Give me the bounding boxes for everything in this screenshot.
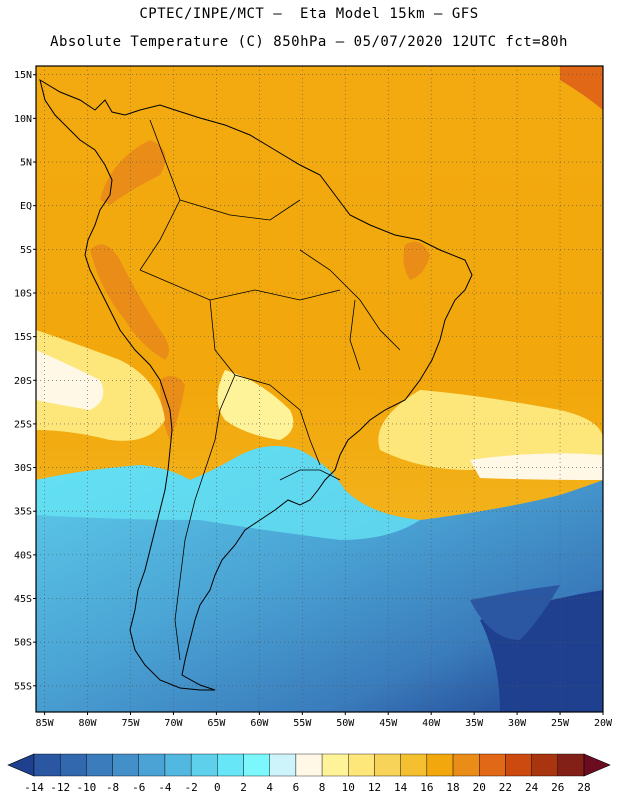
chart-title-line2: Absolute Temperature (C) 850hPa – 05/07/… bbox=[50, 34, 568, 50]
lon-tick-label: 55W bbox=[293, 718, 312, 729]
colorbar-label: 20 bbox=[473, 781, 486, 794]
lon-tick-label: 20W bbox=[594, 718, 613, 729]
colorbar-swatch bbox=[138, 753, 166, 777]
colorbar-label: 8 bbox=[319, 781, 326, 794]
colorbar-swatch bbox=[217, 753, 244, 777]
colorbar-swatch bbox=[348, 753, 375, 777]
lon-tick-label: 80W bbox=[79, 718, 98, 729]
colorbar-label: 24 bbox=[525, 781, 539, 794]
colorbar-swatch bbox=[59, 753, 87, 777]
pale-atlantic bbox=[470, 453, 603, 480]
colorbar-swatch bbox=[452, 753, 480, 777]
lat-tick-label: 30S bbox=[14, 463, 32, 474]
lat-tick-label: 15S bbox=[14, 332, 32, 343]
colorbar-swatch bbox=[374, 753, 401, 777]
lat-tick-label: 15N bbox=[14, 70, 32, 81]
colorbar-swatch bbox=[243, 753, 270, 777]
colorbar-swatch bbox=[164, 753, 192, 777]
colorbar-label: 10 bbox=[342, 781, 355, 794]
colorbar-label: -14 bbox=[24, 781, 44, 794]
colorbar-label: 28 bbox=[577, 781, 590, 794]
colorbar-label: 26 bbox=[551, 781, 564, 794]
colorbar-label: -12 bbox=[50, 781, 70, 794]
colorbar-swatch bbox=[321, 753, 349, 777]
colorbar-label: -2 bbox=[185, 781, 198, 794]
lon-tick-label: 30W bbox=[508, 718, 527, 729]
colorbar-swatch bbox=[86, 753, 113, 777]
lat-tick-label: 25S bbox=[14, 419, 32, 430]
longitude-labels: 85W 80W 75W 70W 65W 60W 55W 50W 45W 40W 35W 30W 25W 2… bbox=[36, 712, 613, 729]
colorbar-label: 4 bbox=[266, 781, 273, 794]
lon-tick-label: 35W bbox=[465, 718, 484, 729]
yellow-paraguay bbox=[217, 370, 294, 440]
lon-tick-label: 25W bbox=[551, 718, 570, 729]
lat-tick-label: EQ bbox=[20, 201, 32, 212]
colorbar-swatch bbox=[426, 753, 454, 777]
colorbar-label: -6 bbox=[132, 781, 145, 794]
cyan-band bbox=[36, 446, 420, 540]
coastline-south-america bbox=[39, 78, 473, 691]
lat-tick-label: 45S bbox=[14, 594, 32, 605]
colorbar: -14 -12 -10 -8 -6 -4 -2 0 2 4 6 8 10 12 14 16 18 20 22 24 26… bbox=[7, 753, 611, 794]
lat-tick-label: 5N bbox=[20, 158, 32, 169]
colorbar-swatch bbox=[269, 753, 297, 777]
colorbar-swatch bbox=[190, 753, 218, 777]
yellow-atlantic bbox=[378, 390, 603, 470]
lat-tick-label: 40S bbox=[14, 550, 32, 561]
lon-tick-label: 40W bbox=[422, 718, 441, 729]
lat-tick-label: 35S bbox=[14, 507, 32, 518]
colorbar-label: 12 bbox=[368, 781, 381, 794]
lat-tick-label: 10S bbox=[14, 288, 32, 299]
colorbar-swatch bbox=[112, 753, 139, 777]
hotspot-ne-brazil bbox=[403, 241, 430, 280]
lon-tick-label: 65W bbox=[207, 718, 226, 729]
colorbar-label: 14 bbox=[394, 781, 408, 794]
colorbar-swatch bbox=[33, 753, 61, 777]
lon-tick-label: 50W bbox=[336, 718, 355, 729]
temperature-field bbox=[36, 66, 603, 712]
colorbar-arrow-high bbox=[583, 753, 611, 777]
pale-pacific bbox=[36, 350, 104, 410]
plot-frame bbox=[35, 65, 604, 713]
colorbar-arrow-low bbox=[7, 753, 35, 777]
colorbar-label: 2 bbox=[240, 781, 247, 794]
colorbar-label: -8 bbox=[106, 781, 119, 794]
hotspot-colombia bbox=[100, 140, 166, 205]
hotspot-andes bbox=[90, 244, 169, 360]
lon-tick-label: 70W bbox=[164, 718, 183, 729]
gridlines bbox=[36, 66, 604, 712]
colorbar-label: 0 bbox=[214, 781, 221, 794]
colorbar-swatch bbox=[505, 753, 532, 777]
colorbar-label: 16 bbox=[420, 781, 433, 794]
colorbar-swatch bbox=[400, 753, 428, 777]
lat-tick-label: 55S bbox=[14, 681, 32, 692]
colorbar-label: 6 bbox=[293, 781, 300, 794]
lat-tick-label: 20S bbox=[14, 376, 32, 387]
hotspot-north-chile bbox=[160, 376, 185, 440]
colorbar-swatch bbox=[531, 753, 559, 777]
lat-tick-label: 10N bbox=[14, 114, 32, 125]
colorbar-swatch bbox=[295, 753, 323, 777]
colorbar-label: 22 bbox=[499, 781, 512, 794]
colorbar-swatch bbox=[557, 753, 585, 777]
lon-tick-label: 60W bbox=[250, 718, 269, 729]
colorbar-label: 18 bbox=[446, 781, 459, 794]
colorbar-label: -4 bbox=[158, 781, 172, 794]
colorbar-label: -10 bbox=[76, 781, 96, 794]
lon-tick-label: 85W bbox=[36, 718, 55, 729]
lon-tick-label: 75W bbox=[121, 718, 140, 729]
lon-tick-label: 45W bbox=[379, 718, 398, 729]
chart-title-line1: CPTEC/INPE/MCT – Eta Model 15km – GFS bbox=[139, 6, 479, 22]
lat-tick-label: 50S bbox=[14, 638, 32, 649]
lat-tick-label: 5S bbox=[20, 245, 32, 256]
colorbar-swatch bbox=[479, 753, 506, 777]
hotspot-ne bbox=[560, 66, 603, 110]
country-borders bbox=[139, 119, 401, 661]
latitude-labels: 15N 10N 5N EQ 5S 10S 15S 20S 25S 30S 35S 40S 45S 50S 5… bbox=[14, 70, 36, 692]
